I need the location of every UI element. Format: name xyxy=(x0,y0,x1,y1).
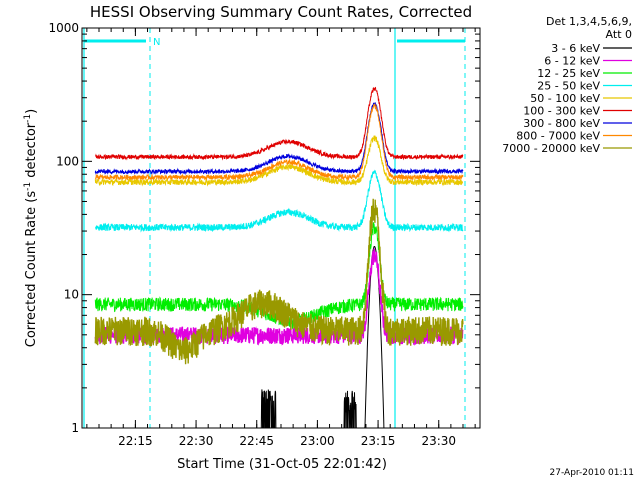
legend-header-line-2: Att 0 xyxy=(606,28,632,41)
y-axis: 1 10 100 1000 xyxy=(48,21,480,435)
legend-entry-label: 800 - 7000 keV xyxy=(516,130,600,143)
x-tick-label: 22:45 xyxy=(239,434,274,448)
x-tick-label: 22:15 xyxy=(118,434,153,448)
series-line xyxy=(94,135,464,187)
legend-entry-label: 25 - 50 keV xyxy=(537,80,600,93)
y-axis-label-mid: detector xyxy=(24,122,39,182)
legend-entry-label: 6 - 12 keV xyxy=(544,55,600,68)
y-axis-label-main: Corrected Count Rate (s xyxy=(24,191,39,348)
chart-title: HESSI Observing Summary Count Rates, Cor… xyxy=(90,3,472,21)
y-axis-label-sup-1: -1 xyxy=(23,182,33,191)
series-line xyxy=(94,222,464,330)
x-axis: 22:15 22:30 22:45 23:00 23:15 23:30 xyxy=(86,28,476,448)
legend-header-line-1: Det 1,3,4,5,6,9, xyxy=(546,15,632,28)
legend-entry-label: 300 - 800 keV xyxy=(523,117,600,130)
y-tick-label: 1000 xyxy=(48,21,79,35)
night-marker: N xyxy=(153,37,160,48)
series-line xyxy=(94,198,464,365)
legend-entry-label: 50 - 100 keV xyxy=(530,92,600,105)
series-line xyxy=(94,103,464,182)
x-tick-label: 23:00 xyxy=(300,434,335,448)
legend-entry-label: 3 - 6 keV xyxy=(551,42,600,55)
footer-timestamp: 27-Apr-2010 01:11 xyxy=(550,468,634,478)
y-axis-label-end: ) xyxy=(24,109,39,114)
y-tick-label: 1 xyxy=(71,421,79,435)
x-tick-label: 23:15 xyxy=(361,434,396,448)
y-axis-label-sup-2: -1 xyxy=(23,114,33,123)
y-axis-label: Corrected Count Rate (s-1 detector-1) xyxy=(23,109,39,347)
y-tick-label: 10 xyxy=(64,288,79,302)
x-tick-label: 23:30 xyxy=(421,434,456,448)
x-tick-label: 22:30 xyxy=(179,434,214,448)
legend-entry-label: 100 - 300 keV xyxy=(523,105,600,118)
series-line xyxy=(95,86,464,161)
y-tick-label: 100 xyxy=(56,154,79,168)
plot-content: N xyxy=(83,28,466,429)
legend-entry-label: 7000 - 20000 keV xyxy=(502,142,600,155)
series-line xyxy=(94,102,464,176)
x-axis-label: Start Time (31-Oct-05 22:01:42) xyxy=(177,457,387,472)
series-line xyxy=(94,169,464,233)
legend-entry-label: 12 - 25 keV xyxy=(537,67,600,80)
